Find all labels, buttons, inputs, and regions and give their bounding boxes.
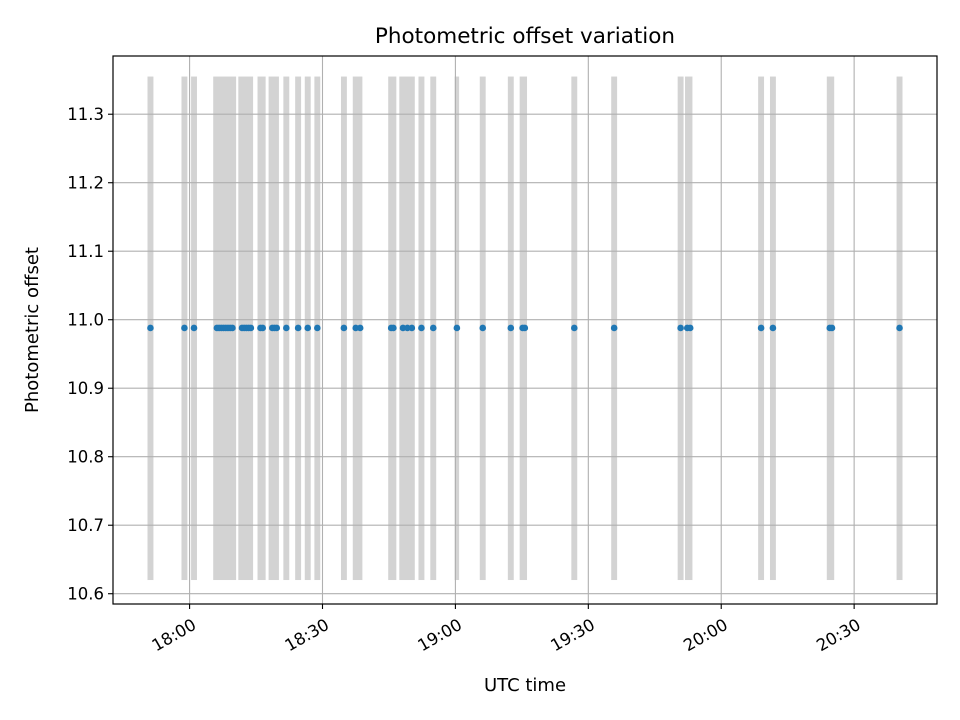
data-point-0-36 bbox=[479, 324, 487, 332]
data-point-0-1 bbox=[181, 324, 188, 332]
data-point-0-20 bbox=[273, 324, 281, 332]
y-axis-label: Photometric offset bbox=[22, 247, 43, 413]
data-point-0-42 bbox=[677, 324, 684, 332]
y-tick-label-3: 10.9 bbox=[67, 379, 104, 398]
data-point-0-44 bbox=[686, 324, 694, 332]
y-tick-label-6: 11.2 bbox=[67, 174, 104, 193]
data-point-0-2 bbox=[190, 324, 198, 332]
x-axis-label: UTC time bbox=[484, 675, 566, 696]
plot-area-frame bbox=[112, 55, 938, 605]
data-point-0-39 bbox=[521, 324, 529, 332]
y-tick-label-7: 11.3 bbox=[67, 105, 104, 124]
data-point-0-49 bbox=[896, 324, 903, 332]
data-point-0-32 bbox=[408, 324, 416, 332]
y-tick-label-2: 10.8 bbox=[67, 448, 104, 467]
data-points-layer bbox=[147, 324, 903, 332]
y-tick-label-0: 10.6 bbox=[67, 585, 104, 604]
data-point-0-29 bbox=[390, 324, 397, 332]
data-point-0-37 bbox=[507, 324, 515, 332]
chart-title: Photometric offset variation bbox=[375, 24, 675, 49]
y-tick-label-4: 11.0 bbox=[67, 311, 104, 330]
data-point-0-25 bbox=[340, 324, 348, 332]
data-point-0-10 bbox=[229, 324, 236, 332]
data-point-0-33 bbox=[418, 324, 425, 332]
data-point-0-15 bbox=[247, 324, 255, 332]
y-tick-label-1: 10.7 bbox=[67, 516, 104, 535]
data-point-0-41 bbox=[610, 324, 618, 332]
data-point-0-46 bbox=[769, 324, 777, 332]
data-point-0-0 bbox=[147, 324, 154, 332]
data-point-0-40 bbox=[570, 324, 578, 332]
grid-layer bbox=[113, 56, 937, 604]
data-point-0-35 bbox=[453, 324, 461, 332]
data-point-0-23 bbox=[304, 324, 312, 332]
data-point-0-45 bbox=[757, 324, 765, 332]
data-point-0-21 bbox=[283, 324, 290, 332]
data-point-0-48 bbox=[828, 324, 836, 332]
y-tick-label-5: 11.1 bbox=[67, 242, 104, 261]
data-point-0-24 bbox=[314, 324, 321, 332]
data-point-0-17 bbox=[259, 324, 266, 332]
data-point-0-22 bbox=[294, 324, 302, 332]
data-point-0-34 bbox=[429, 324, 437, 332]
data-point-0-27 bbox=[356, 324, 364, 332]
